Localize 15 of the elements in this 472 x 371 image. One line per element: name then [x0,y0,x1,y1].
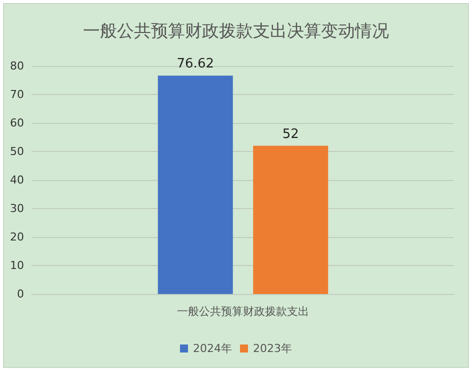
legend-label: 2024年 [193,342,232,355]
y-tick-label: 50 [10,145,24,158]
y-tick-label: 80 [10,60,24,72]
data-label: 76.62 [176,56,214,72]
legend-label: 2023年 [253,342,292,355]
chart-title: 一般公共预算财政拨款支出决算变动情况 [83,22,389,42]
y-tick-label: 10 [10,259,24,272]
data-label: 52 [282,126,299,142]
y-tick-label: 0 [17,288,24,300]
y-tick-label: 60 [10,116,24,130]
x-tick-label: 一般公共预算财政拨款支出 [177,305,309,318]
y-tick-label: 70 [10,88,24,101]
y-tick-label: 30 [10,202,24,215]
y-tick-label: 20 [10,230,24,244]
y-tick-label: 40 [10,174,24,186]
